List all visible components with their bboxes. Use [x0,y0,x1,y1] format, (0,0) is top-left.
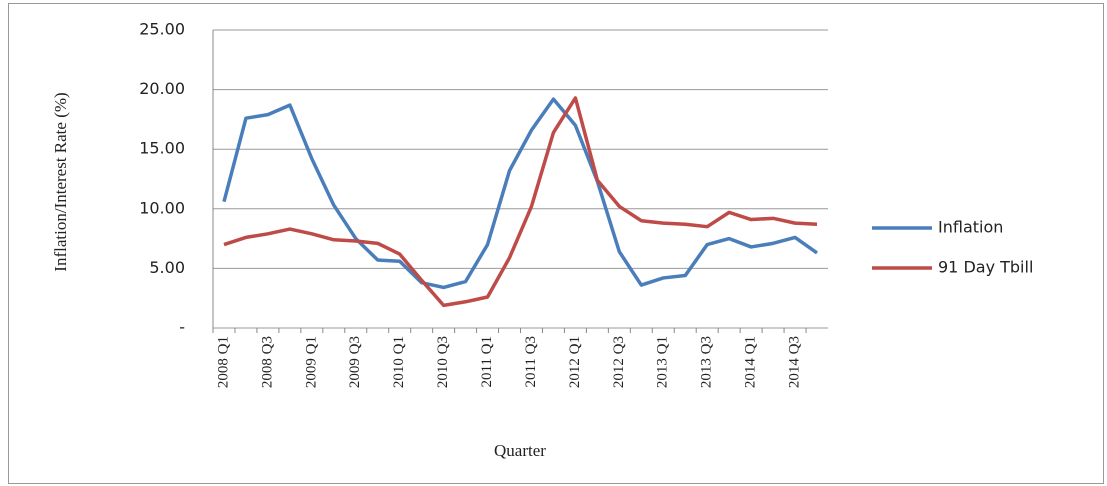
y-tick-label: 15.00 [139,139,185,158]
y-tick-label: 20.00 [139,79,185,98]
y-tick-label: 25.00 [139,20,185,39]
y-tick-label: - [179,318,185,337]
x-axis-label: Quarter [494,441,546,460]
x-tick-label: 2011 Q1 [479,336,495,388]
x-tick-label: 2012 Q1 [567,336,583,388]
x-tick-label: 2010 Q3 [435,336,451,388]
legend-label: Inflation [938,218,1003,237]
legend-label: 91 Day Tbill [938,258,1033,277]
y-axis-label: Inflation/Interest Rate (%) [51,92,70,271]
y-tick-label: 5.00 [149,258,185,277]
x-tick-label: 2013 Q1 [655,336,671,388]
x-tick-label: 2014 Q1 [743,336,759,388]
x-tick-label: 2013 Q3 [699,336,715,388]
chart-border [8,3,1104,484]
series-line [223,96,818,308]
series-line [222,97,819,290]
x-tick-label: 2009 Q3 [347,336,363,388]
x-tick-label: 2012 Q3 [611,336,627,388]
y-tick-label: 10.00 [139,198,185,217]
x-tick-label: 2011 Q3 [523,336,539,388]
x-tick-label: 2010 Q1 [391,336,407,388]
x-tick-label: 2014 Q3 [786,336,802,388]
x-tick-label: 2008 Q3 [259,336,275,388]
x-tick-label: 2008 Q1 [215,336,231,388]
x-tick-label: 2009 Q1 [303,336,319,388]
